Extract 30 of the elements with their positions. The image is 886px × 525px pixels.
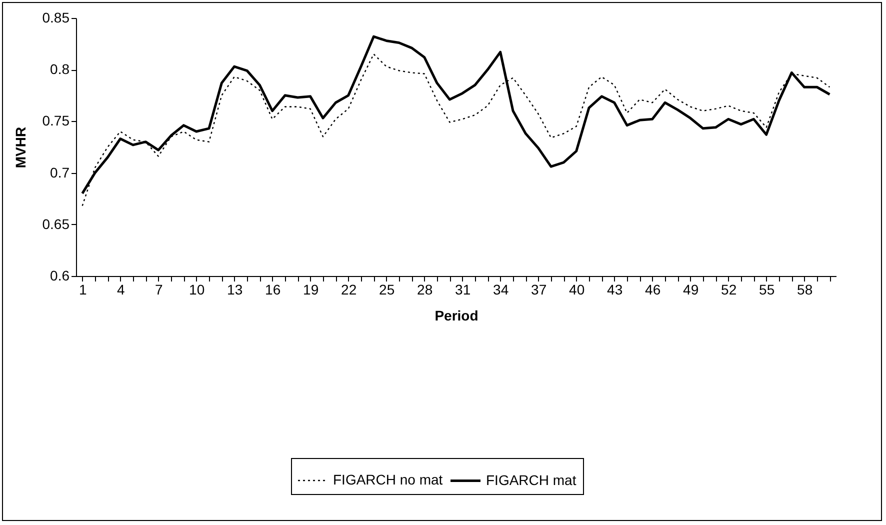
x-tick-label: 52 bbox=[721, 282, 737, 298]
x-tick-label: 13 bbox=[227, 282, 243, 298]
y-tick-label: 0.8 bbox=[50, 61, 70, 78]
y-tick-label: 0.85 bbox=[42, 10, 70, 26]
y-tick-label: 0.6 bbox=[50, 268, 70, 284]
x-tick-label: 10 bbox=[189, 282, 205, 298]
y-tick-label: 0.75 bbox=[42, 112, 70, 129]
x-tick-label: 43 bbox=[607, 282, 623, 298]
x-tick-label: 28 bbox=[417, 282, 433, 298]
y-axis-title: MVHR bbox=[12, 126, 28, 168]
x-tick-label: 55 bbox=[759, 282, 775, 298]
legend-label: FIGARCH no mat bbox=[333, 472, 443, 488]
y-tick-label: 0.65 bbox=[42, 216, 70, 232]
x-tick-label: 37 bbox=[531, 282, 547, 298]
x-tick-label: 58 bbox=[797, 282, 813, 298]
x-tick-label: 49 bbox=[683, 282, 699, 298]
x-tick-label: 22 bbox=[341, 282, 357, 298]
x-tick-label: 1 bbox=[78, 282, 87, 298]
x-tick-label: 16 bbox=[265, 282, 281, 298]
x-tick-label: 40 bbox=[569, 282, 585, 298]
x-tick-label: 19 bbox=[303, 282, 319, 298]
x-tick-label: 31 bbox=[455, 282, 471, 298]
legend-label: FIGARCH mat bbox=[486, 472, 576, 488]
x-tick-label: 4 bbox=[116, 282, 125, 298]
x-axis-title: Period bbox=[434, 308, 478, 324]
x-tick-label: 46 bbox=[645, 282, 661, 298]
x-tick-label: 34 bbox=[493, 282, 509, 298]
y-tick-label: 0.7 bbox=[50, 164, 70, 180]
x-tick-label: 7 bbox=[154, 282, 163, 298]
x-tick-label: 25 bbox=[379, 282, 395, 298]
